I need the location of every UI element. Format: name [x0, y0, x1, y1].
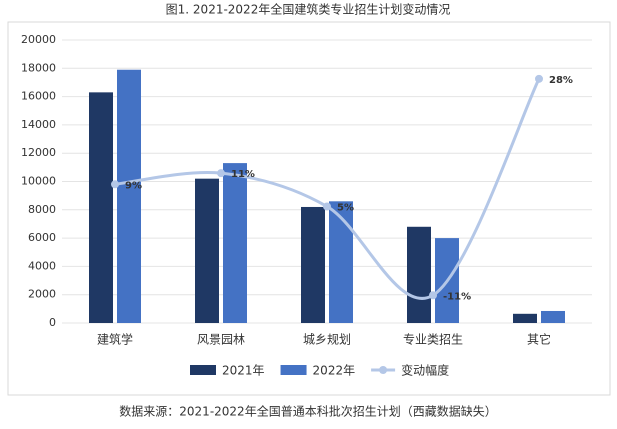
data-label: 9%	[125, 180, 142, 191]
data-label: -11%	[443, 291, 471, 302]
x-tick-label: 风景园林	[197, 333, 245, 347]
bar	[329, 201, 353, 323]
bar	[301, 206, 325, 323]
legend-label: 2022年	[313, 364, 356, 378]
x-tick-label: 建筑学	[97, 332, 133, 347]
legend-swatch	[379, 366, 388, 374]
change-line	[114, 78, 541, 300]
y-tick-label: 18000	[21, 61, 56, 74]
chart-title: 图1. 2021-2022年全国建筑类专业招生计划变动情况	[166, 2, 451, 17]
chart-frame	[7, 21, 611, 396]
legend-label: 2021年	[222, 364, 265, 378]
x-tick-label: 城乡规划	[303, 332, 351, 347]
y-tick-label: 4000	[28, 259, 56, 272]
bar	[513, 313, 537, 323]
y-tick-label: 14000	[21, 118, 56, 131]
data-label: 28%	[549, 75, 573, 86]
y-tick-label: 2000	[28, 288, 56, 301]
x-tick-label: 其它	[527, 332, 551, 347]
data-label: 11%	[231, 169, 255, 180]
line-marker	[111, 180, 119, 189]
y-tick-label: 0	[49, 316, 56, 329]
bar	[89, 92, 113, 323]
bar	[195, 178, 219, 323]
y-tick-label: 20000	[21, 33, 56, 46]
line-marker	[323, 202, 331, 211]
bar	[541, 310, 565, 323]
source-note: 数据来源：2021-2022年全国普通本科批次招生计划（西藏数据缺失）	[119, 404, 496, 419]
y-tick-label: 6000	[28, 231, 56, 244]
y-tick-label: 8000	[28, 203, 56, 216]
legend-label: 变动幅度	[401, 363, 449, 378]
bar	[407, 226, 431, 323]
line-marker	[429, 291, 437, 300]
y-tick-label: 16000	[21, 90, 56, 103]
x-tick-label: 专业类招生	[403, 332, 463, 347]
line-marker	[217, 169, 225, 178]
legend-swatch	[280, 365, 307, 375]
line-marker	[535, 74, 543, 83]
bar	[223, 163, 247, 323]
y-tick-label: 10000	[21, 175, 56, 188]
y-tick-label: 12000	[21, 146, 56, 159]
legend-swatch	[190, 365, 216, 375]
data-label: 5%	[337, 202, 354, 213]
bar	[117, 69, 141, 323]
